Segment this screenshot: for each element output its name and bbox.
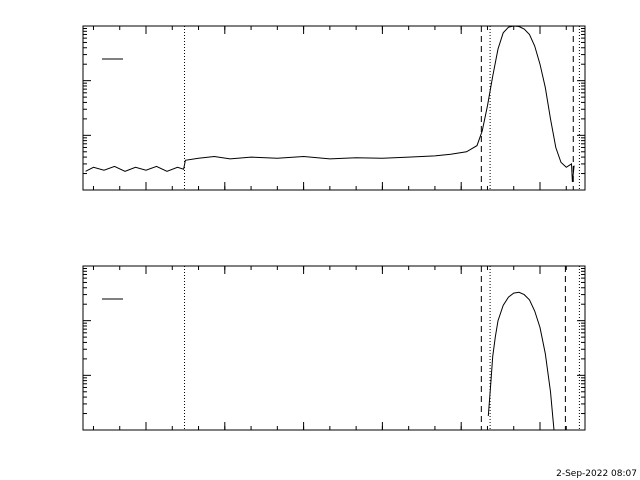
plot-frame [82,25,586,191]
plot-frame [82,265,586,431]
footer-timestamp: 2-Sep-2022 08:07 [556,469,637,479]
series-line-0 [85,25,575,183]
panel-lo [82,25,586,191]
series-line-0 [487,291,555,431]
panel-hi [82,265,586,431]
